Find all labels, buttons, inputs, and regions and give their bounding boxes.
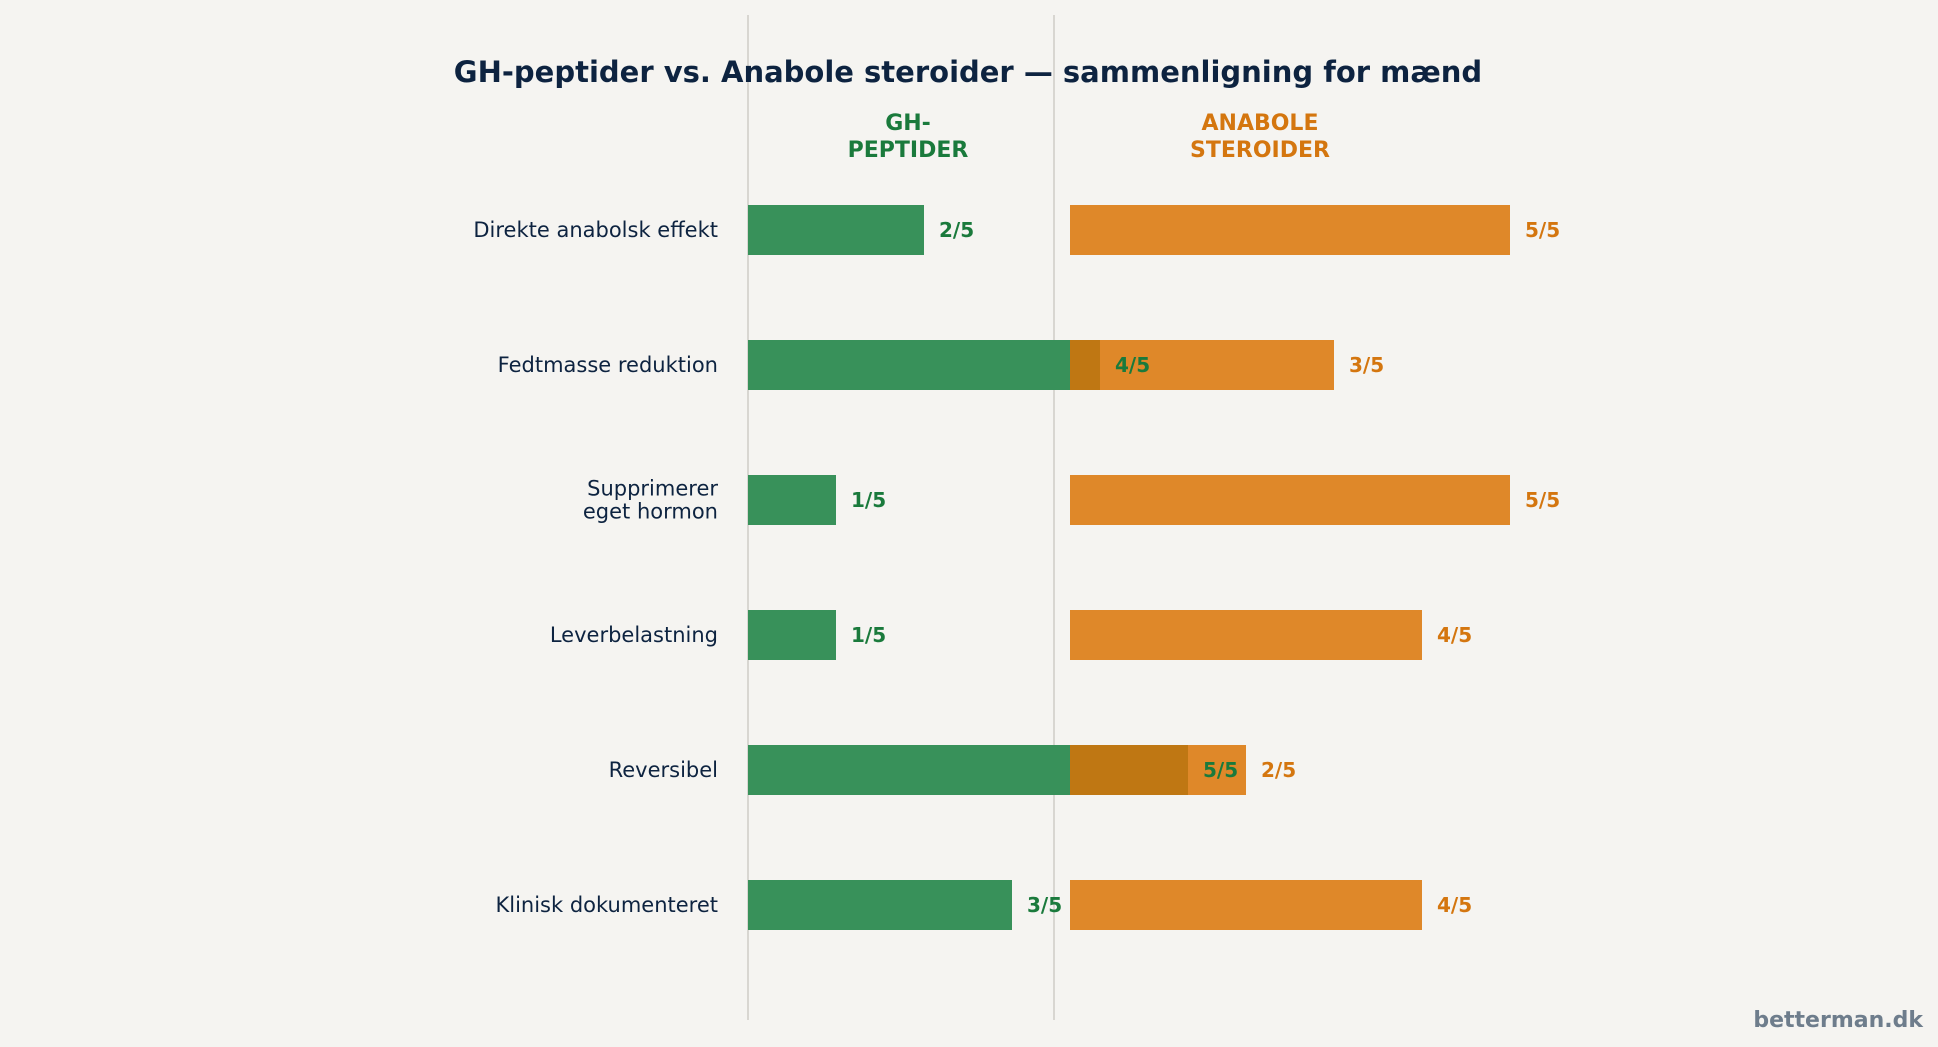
- column-header-line: STEROIDER: [1190, 138, 1330, 163]
- gh-value-label: 3/5: [1027, 893, 1062, 917]
- steroid-bar: [1070, 340, 1334, 390]
- steroid-bar: [1070, 880, 1422, 930]
- steroid-bar: [1070, 475, 1510, 525]
- gh-bar: [748, 880, 1012, 930]
- category-label: Klinisk dokumenteret: [495, 893, 718, 917]
- steroid-value-label: 2/5: [1261, 758, 1296, 782]
- chart-title: GH-peptider vs. Anabole steroider — samm…: [454, 55, 1482, 89]
- column-header-line: PEPTIDER: [848, 138, 969, 163]
- steroid-value-label: 3/5: [1349, 353, 1384, 377]
- watermark: betterman.dk: [1753, 1008, 1924, 1033]
- steroid-bar: [1070, 610, 1422, 660]
- category-label: eget hormon: [583, 500, 718, 524]
- chart-rows: Direkte anabolsk effekt 5/5 2/5 Fedtmasse r…: [473, 205, 1560, 930]
- gh-bar: [748, 610, 836, 660]
- category-label: Fedtmasse reduktion: [498, 353, 718, 377]
- category-label: Supprimerer: [587, 477, 718, 501]
- steroid-value-label: 4/5: [1437, 893, 1472, 917]
- chart-row: Reversibel 2/5 5/5: [609, 745, 1296, 795]
- category-label: Direkte anabolsk effekt: [473, 218, 718, 242]
- chart-row: Leverbelastning 4/5 1/5: [550, 610, 1472, 660]
- category-label: Leverbelastning: [550, 623, 718, 647]
- bar-overlap: [1070, 340, 1100, 390]
- gh-value-label: 1/5: [851, 488, 886, 512]
- gh-bar: [748, 340, 1100, 390]
- chart-row: Klinisk dokumenteret 4/5 3/5: [495, 880, 1472, 930]
- gh-bar: [748, 475, 836, 525]
- column-header-line: ANABOLE: [1202, 111, 1319, 136]
- chart-row: Fedtmasse reduktion 3/5 4/5: [498, 340, 1384, 390]
- gh-value-label: 1/5: [851, 623, 886, 647]
- steroid-bar: [1070, 205, 1510, 255]
- steroid-value-label: 4/5: [1437, 623, 1472, 647]
- column-header-line: GH-: [885, 111, 931, 136]
- gh-column-header: GH-PEPTIDER: [848, 111, 969, 163]
- bar-overlap: [1070, 745, 1188, 795]
- gh-value-label: 5/5: [1203, 758, 1238, 782]
- steroid-value-label: 5/5: [1525, 488, 1560, 512]
- steroid-value-label: 5/5: [1525, 218, 1560, 242]
- chart-row: Direkte anabolsk effekt 5/5 2/5: [473, 205, 1560, 255]
- gh-bar: [748, 205, 924, 255]
- gh-value-label: 4/5: [1115, 353, 1150, 377]
- gh-value-label: 2/5: [939, 218, 974, 242]
- category-label: Reversibel: [609, 758, 718, 782]
